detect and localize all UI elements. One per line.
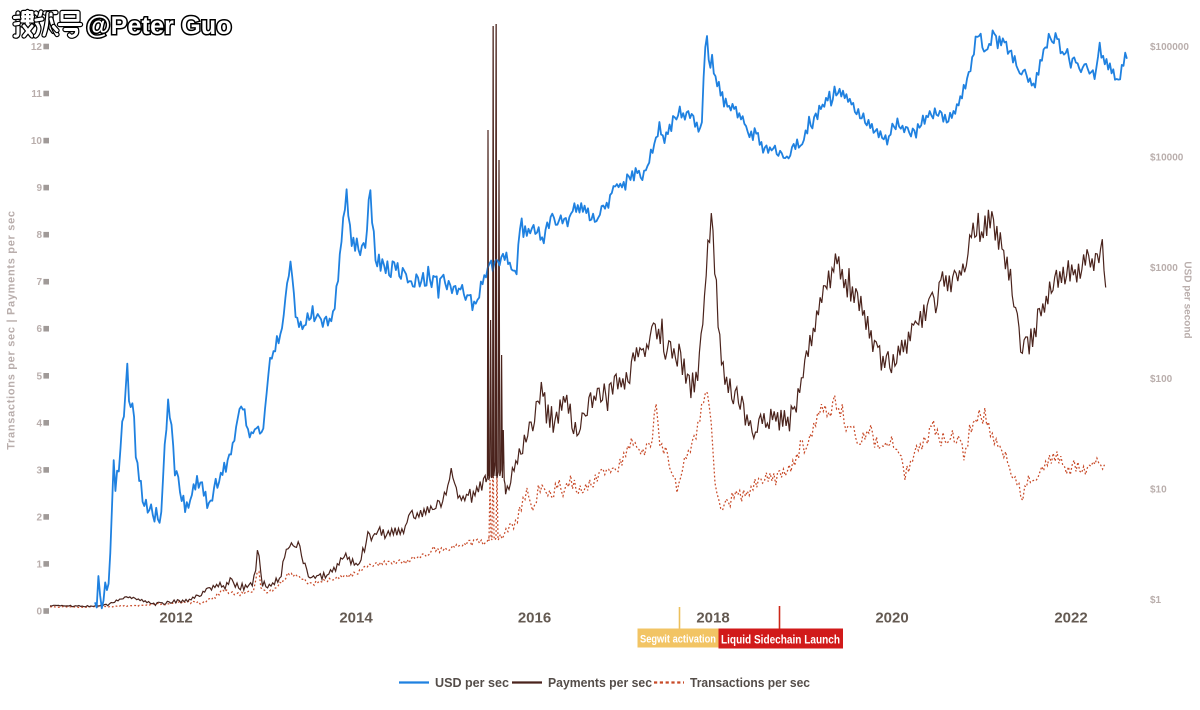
svg-text:2012: 2012 <box>159 610 192 627</box>
svg-text:Transactions per sec | Payment: Transactions per sec | Payments per sec <box>6 210 18 450</box>
svg-text:0: 0 <box>36 607 42 618</box>
svg-text:1: 1 <box>36 559 42 570</box>
svg-text:USD per second: USD per second <box>1182 261 1193 338</box>
svg-text:9: 9 <box>36 183 42 194</box>
svg-text:6: 6 <box>36 324 42 335</box>
svg-text:$100000: $100000 <box>1150 42 1189 53</box>
svg-text:Liquid Sidechain Launch: Liquid Sidechain Launch <box>721 633 840 647</box>
svg-text:3: 3 <box>36 465 42 476</box>
svg-text:2018: 2018 <box>696 610 729 627</box>
svg-text:@Peter Guo: @Peter Guo <box>86 12 232 40</box>
svg-text:$10: $10 <box>1150 484 1167 495</box>
svg-text:$1000: $1000 <box>1150 263 1178 274</box>
svg-text:$100: $100 <box>1150 374 1173 385</box>
svg-text:Segwit activation: Segwit activation <box>640 634 716 646</box>
svg-text:2016: 2016 <box>518 610 551 627</box>
svg-text:11: 11 <box>31 89 42 100</box>
svg-text:5: 5 <box>36 371 42 382</box>
svg-text:$1: $1 <box>1150 595 1162 606</box>
svg-text:12: 12 <box>31 42 43 53</box>
svg-text:$10000: $10000 <box>1150 153 1184 164</box>
svg-text:8: 8 <box>36 230 42 241</box>
svg-text:2020: 2020 <box>875 610 908 627</box>
svg-text:4: 4 <box>36 418 42 429</box>
svg-text:10: 10 <box>31 136 43 147</box>
svg-text:7: 7 <box>36 277 42 288</box>
svg-text:2014: 2014 <box>339 610 373 627</box>
svg-text:USD per sec: USD per sec <box>435 676 509 690</box>
svg-text:2022: 2022 <box>1054 610 1087 627</box>
svg-text:Transactions per sec: Transactions per sec <box>690 676 810 690</box>
svg-text:2: 2 <box>36 512 42 523</box>
svg-text:Payments per sec: Payments per sec <box>548 676 652 690</box>
